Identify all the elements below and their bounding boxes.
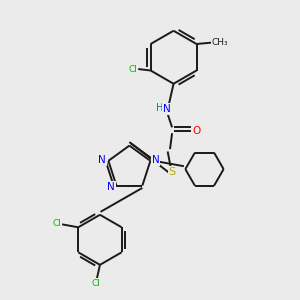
Text: H: H — [156, 103, 164, 113]
Text: S: S — [169, 167, 176, 177]
Text: N: N — [152, 155, 160, 165]
Text: N: N — [107, 182, 115, 192]
Text: CH₃: CH₃ — [212, 38, 228, 47]
Text: O: O — [192, 126, 201, 136]
Text: N: N — [98, 155, 106, 165]
Text: Cl: Cl — [128, 64, 137, 74]
Text: N: N — [163, 104, 171, 114]
Text: Cl: Cl — [92, 279, 101, 288]
Text: Cl: Cl — [52, 219, 62, 228]
